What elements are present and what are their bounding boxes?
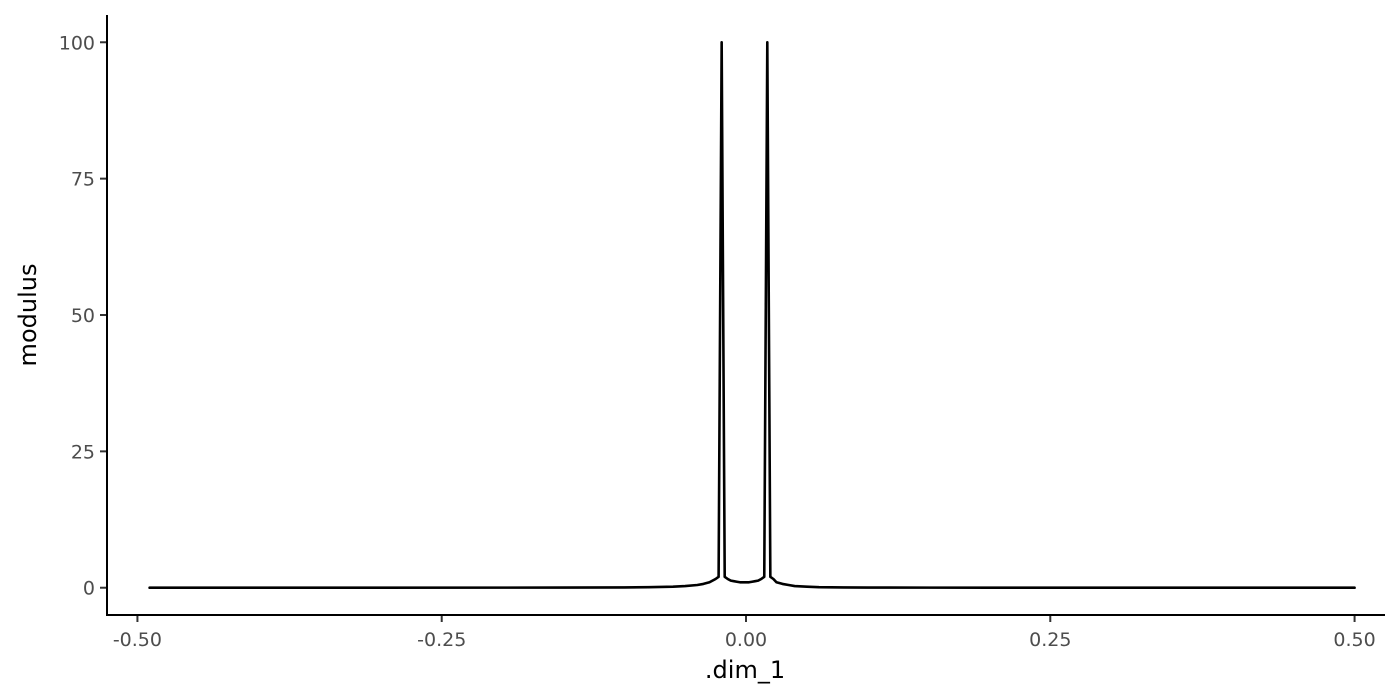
x-axis-ticks: -0.50 -0.25 0.00 0.25 0.50	[113, 615, 1376, 651]
y-tick-label: 75	[71, 169, 95, 191]
y-tick-label: 100	[59, 32, 95, 54]
y-axis-title: modulus	[14, 264, 42, 367]
x-tick-label: -0.25	[417, 629, 466, 651]
x-tick-label: -0.50	[113, 629, 162, 651]
y-tick-label: 0	[83, 578, 95, 600]
x-tick-label: 0.00	[725, 629, 767, 651]
y-axis-ticks: 0 25 50 75 100	[59, 32, 107, 600]
series-line-1	[148, 40, 1356, 590]
y-tick-label: 25	[71, 441, 95, 463]
x-tick-label: 0.25	[1029, 629, 1071, 651]
x-tick-label: 0.50	[1333, 629, 1375, 651]
x-axis-title: .dim_1	[705, 656, 785, 684]
plot-series	[148, 40, 1356, 590]
y-tick-label: 50	[71, 305, 95, 327]
